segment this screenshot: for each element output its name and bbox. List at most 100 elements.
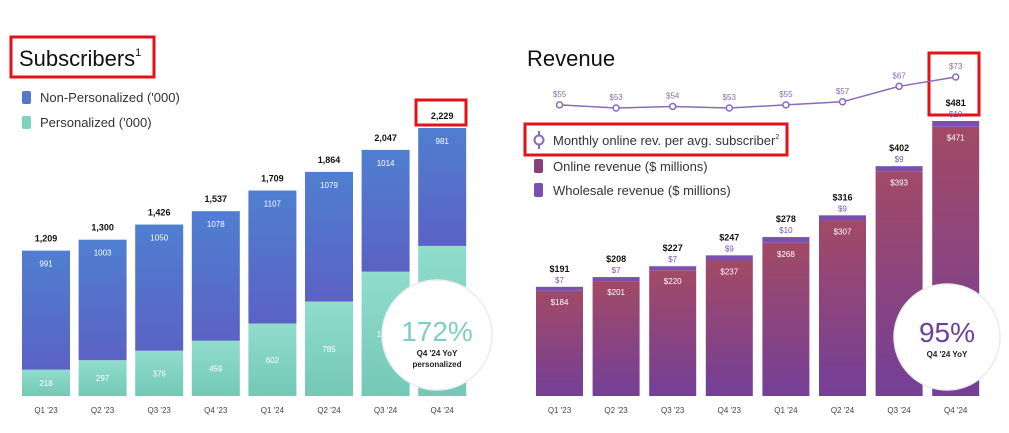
revenue-title: Revenue [527, 46, 615, 71]
bar-wholesale-revenue-q4-24 [932, 121, 980, 127]
legend-swatch-personalized [22, 116, 31, 129]
total-highlight-box-q4-24 [414, 98, 468, 127]
monthly-online-rev-point-q1-24 [782, 101, 790, 109]
label-personalized-q2-23: 297 [96, 374, 110, 383]
x-tick-q4-24: Q4 '24 [944, 406, 968, 415]
subscribers-chart: Subscribers1 Non-Personalized ('000) Per… [9, 35, 493, 415]
bar-online-revenue-q3-23 [649, 270, 697, 396]
total-label-q4-24: 2,229 [431, 111, 454, 121]
callout-label-line1: Q4 '24 YoY [927, 350, 968, 359]
label-online-revenue-q2-23: $201 [607, 288, 625, 297]
bar-online-revenue-q2-23 [592, 281, 640, 396]
total-label-q3-24: 2,047 [374, 133, 397, 143]
label-nonpersonalized-q3-24: 1014 [377, 159, 395, 168]
bar-online-revenue-q1-24 [762, 242, 810, 396]
callout-bubble [893, 283, 1001, 391]
x-tick-q1-23: Q1 '23 [548, 406, 572, 415]
label-wholesale-revenue-q3-24: $9 [895, 155, 904, 164]
monthly-online-rev-label-q2-23: $53 [609, 93, 623, 102]
x-tick-q2-24: Q2 '24 [831, 406, 855, 415]
monthly-online-rev-label-q1-24: $55 [779, 90, 793, 99]
total-label-q2-23: $208 [606, 254, 626, 264]
callout-label-line1: Q4 '24 YoY [417, 349, 458, 358]
subscribers-title-highlight-box [9, 35, 156, 79]
label-wholesale-revenue-q2-23: $7 [612, 266, 621, 275]
monthly-online-rev-label-q3-24: $67 [892, 71, 906, 80]
label-online-revenue-q2-24: $307 [834, 227, 852, 236]
label-online-revenue-q3-24: $393 [890, 178, 908, 187]
x-tick-q2-23: Q2 '23 [604, 406, 628, 415]
label-wholesale-revenue-q1-23: $7 [555, 276, 564, 285]
bar-personalized-q1-23 [22, 369, 70, 396]
bar-wholesale-revenue-q3-24 [875, 166, 923, 172]
monthly-online-rev-point-q2-24 [838, 98, 847, 106]
label-wholesale-revenue-q1-24: $10 [779, 226, 793, 235]
label-nonpersonalized-q2-24: 1079 [320, 181, 338, 190]
label-nonpersonalized-q1-24: 1107 [264, 200, 282, 209]
bar-nonpersonalized-q2-24 [305, 171, 353, 302]
monthly-online-rev-label-q2-24: $57 [836, 87, 850, 96]
label-nonpersonalized-q3-23: 1050 [150, 234, 168, 243]
subscribers-title: Subscribers1 [19, 46, 141, 71]
x-tick-q4-23: Q4 '23 [204, 406, 228, 415]
bar-personalized-q2-23 [78, 360, 127, 396]
monthly-online-rev-point-q1-23 [555, 101, 564, 109]
label-online-revenue-q3-23: $220 [664, 277, 682, 286]
label-personalized-q3-23: 376 [153, 369, 167, 378]
bar-nonpersonalized-q3-24 [361, 149, 410, 272]
bar-personalized-q2-24 [305, 301, 353, 396]
label-online-revenue-q4-24: $471 [947, 134, 965, 143]
legend-swatch-nonpersonalized [22, 91, 31, 104]
bar-nonpersonalized-q4-23 [191, 211, 240, 341]
monthly-online-rev-point-q3-23 [668, 102, 677, 111]
monthly-line-highlight-box [927, 51, 981, 117]
total-label-q4-23: 1,537 [205, 194, 228, 204]
label-online-revenue-q4-23: $237 [720, 268, 738, 277]
total-label-q2-24: 1,864 [318, 155, 341, 165]
bar-online-revenue-q2-24 [819, 220, 866, 396]
label-wholesale-revenue-q4-23: $9 [725, 244, 734, 253]
label-online-revenue-q1-24: $268 [777, 250, 795, 259]
legend-label-nonpersonalized: Non-Personalized ('000) [40, 90, 180, 105]
label-personalized-q4-23: 459 [209, 364, 223, 373]
legend-label-personalized: Personalized ('000) [40, 115, 152, 130]
x-tick-q4-24: Q4 '24 [431, 406, 455, 415]
monthly-online-rev-label-q1-23: $55 [553, 90, 567, 99]
total-label-q3-24: $402 [889, 143, 909, 153]
x-tick-q1-24: Q1 '24 [774, 406, 798, 415]
total-label-q4-24: $481 [946, 98, 966, 108]
legend-label-monthly-online-rev: Monthly online rev. per avg. subscriber2 [553, 133, 779, 148]
total-label-q1-24: $278 [776, 214, 796, 224]
bar-wholesale-revenue-q2-24 [819, 215, 866, 221]
monthly-online-rev-label-q4-23: $53 [723, 93, 737, 102]
bar-personalized-q1-24 [248, 323, 297, 396]
monthly-online-rev-label-q3-23: $54 [666, 91, 680, 100]
total-label-q1-24: 1,709 [261, 174, 284, 184]
x-tick-q2-23: Q2 '23 [91, 406, 115, 415]
label-personalized-q2-24: 785 [322, 345, 336, 354]
label-online-revenue-q1-23: $184 [551, 298, 569, 307]
legend-swatch-online-revenue [534, 159, 543, 173]
total-label-q4-23: $247 [719, 232, 739, 242]
x-tick-q3-24: Q3 '24 [887, 406, 911, 415]
monthly-online-rev-point-q2-23 [612, 104, 620, 112]
total-label-q1-23: $191 [549, 264, 569, 274]
bar-online-revenue-q4-23 [705, 260, 753, 396]
bar-nonpersonalized-q3-23 [135, 224, 184, 351]
bar-nonpersonalized-q2-23 [78, 239, 127, 361]
total-label-q3-23: 1,426 [148, 208, 171, 218]
x-tick-q3-23: Q3 '23 [148, 406, 172, 415]
legend-line-marker-dot [533, 134, 545, 146]
x-tick-q1-24: Q1 '24 [261, 406, 285, 415]
total-label-q2-23: 1,300 [91, 223, 114, 233]
total-label-q1-23: 1,209 [35, 234, 58, 244]
x-tick-q2-24: Q2 '24 [317, 406, 341, 415]
callout-value: 172% [401, 316, 473, 347]
bar-nonpersonalized-q1-23 [22, 250, 70, 370]
monthly-online-rev-point-q3-24 [895, 82, 903, 91]
x-tick-q4-23: Q4 '23 [718, 406, 742, 415]
x-tick-q3-23: Q3 '23 [661, 406, 685, 415]
monthly-online-rev-line [559, 76, 956, 109]
legend-highlight-box [523, 122, 789, 157]
bar-personalized-q4-23 [191, 340, 240, 396]
